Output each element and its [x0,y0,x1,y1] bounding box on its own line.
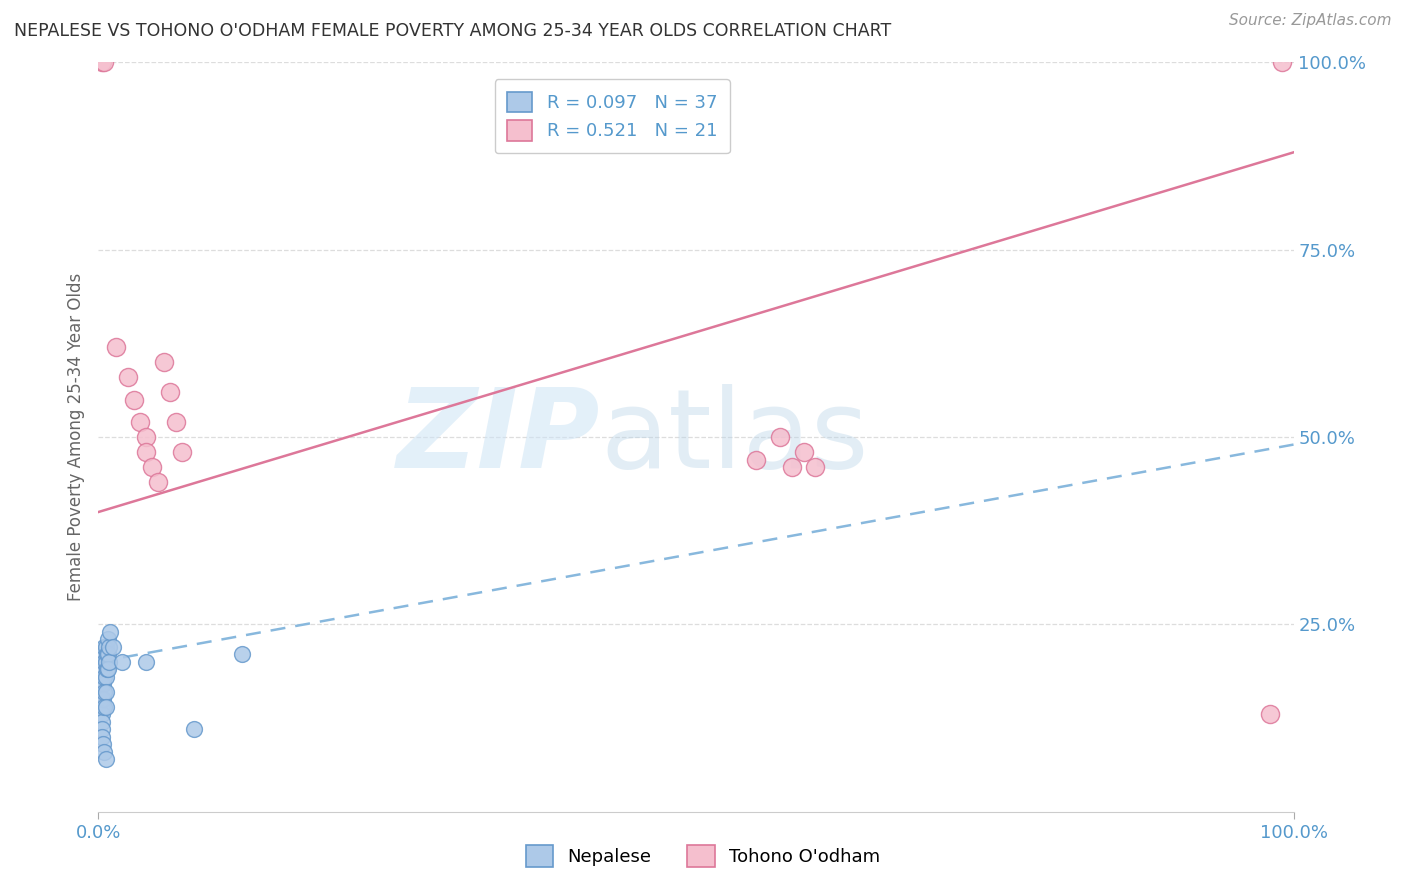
Point [98,655,121,669]
Point [135,430,157,444]
Point [93,640,115,654]
Point [94,752,117,766]
Point [117,370,139,384]
Point [153,355,176,369]
Text: NEPALESE VS TOHONO O'ODHAM FEMALE POVERTY AMONG 25-34 YEAR OLDS CORRELATION CHAR: NEPALESE VS TOHONO O'ODHAM FEMALE POVERT… [14,22,891,40]
Point [124,392,146,407]
Point [93,55,115,70]
Text: ZIP: ZIP [396,384,600,491]
Point [98,624,122,639]
Text: atlas: atlas [600,384,869,491]
Y-axis label: Female Poverty Among 25-34 Year Olds: Female Poverty Among 25-34 Year Olds [66,273,84,601]
Point [94,655,117,669]
Point [98,640,121,654]
Point [111,655,134,669]
Point [93,745,115,759]
Text: Source: ZipAtlas.com: Source: ZipAtlas.com [1229,13,1392,29]
Point [780,460,803,475]
Point [91,692,114,706]
Point [105,340,128,354]
Point [141,460,163,475]
Point [91,648,114,662]
Point [91,699,114,714]
Point [148,475,170,489]
Point [91,737,114,751]
Legend: R = 0.097   N = 37, R = 0.521   N = 21: R = 0.097 N = 37, R = 0.521 N = 21 [495,79,730,153]
Point [172,445,194,459]
Point [96,648,118,662]
Point [94,670,117,684]
Point [93,655,115,669]
Point [97,648,120,662]
Point [93,670,115,684]
Point [94,685,117,699]
Point [129,415,152,429]
Point [97,632,120,647]
Point [159,385,181,400]
Point [804,460,827,475]
Point [745,452,768,467]
Point [1258,707,1281,722]
Point [91,662,114,676]
Point [91,692,114,706]
Point [793,445,815,459]
Point [91,677,114,691]
Point [91,714,114,729]
Point [231,648,253,662]
Point [768,430,790,444]
Point [135,445,157,459]
Point [96,662,118,676]
Point [91,677,114,691]
Point [97,662,120,676]
Point [93,685,115,699]
Point [91,707,114,722]
Point [1271,55,1294,70]
Point [101,640,124,654]
Point [93,699,115,714]
Point [91,723,114,737]
Point [94,699,117,714]
Point [91,730,114,744]
Legend: Nepalese, Tohono O'odham: Nepalese, Tohono O'odham [519,838,887,874]
Point [91,55,114,70]
Point [94,640,117,654]
Point [183,723,205,737]
Point [135,655,157,669]
Point [165,415,187,429]
